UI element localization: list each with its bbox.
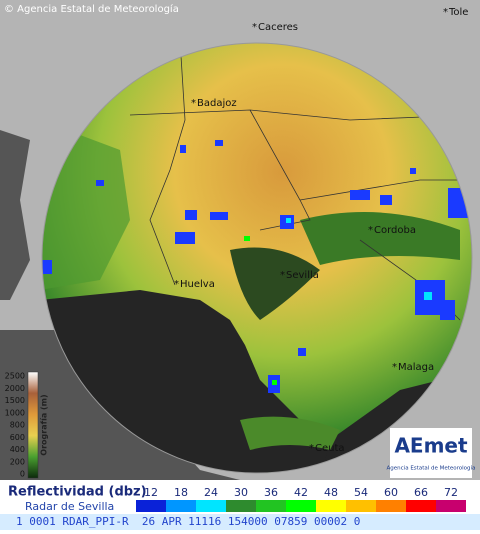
legend-swatch xyxy=(436,500,466,512)
city-marker: * xyxy=(368,225,373,236)
orography-tick: 200 xyxy=(10,457,25,466)
legend-label: 30 xyxy=(234,486,248,499)
logo-name: AEmet xyxy=(394,434,468,458)
city-label: Huelva xyxy=(180,279,215,290)
sea-outside xyxy=(0,130,240,480)
status-bar xyxy=(0,514,480,530)
city-marker: * xyxy=(309,443,314,454)
legend-swatch xyxy=(346,500,376,512)
legend-swatch xyxy=(256,500,286,512)
legend-subtitle: Radar de Sevilla xyxy=(25,500,114,513)
radar-disc xyxy=(42,43,472,473)
city-label: Caceres xyxy=(258,22,298,33)
city-label: Badajoz xyxy=(197,98,237,109)
legend-swatch xyxy=(286,500,316,512)
city-label: Tole xyxy=(448,7,468,18)
city-marker: * xyxy=(443,7,448,18)
city-marker: * xyxy=(280,270,285,281)
legend-swatch xyxy=(376,500,406,512)
legend-label: 66 xyxy=(414,486,428,499)
city-marker: * xyxy=(252,22,257,33)
orography-tick: 2000 xyxy=(5,384,25,393)
legend-swatch xyxy=(226,500,256,512)
legend-label: 48 xyxy=(324,486,338,499)
orography-tick: 1500 xyxy=(5,396,25,405)
city-label: Malaga xyxy=(398,362,434,373)
legend-swatch xyxy=(166,500,196,512)
city-label: Cordoba xyxy=(374,225,416,236)
legend-swatch xyxy=(136,500,166,512)
legend-label: 42 xyxy=(294,486,308,499)
orography-tick: 0 xyxy=(20,470,25,479)
legend-label: 18 xyxy=(174,486,188,499)
city-marker: * xyxy=(392,362,397,373)
city-label: Ceuta xyxy=(315,443,345,454)
orography-tick: 2500 xyxy=(5,372,25,381)
cities: * Caceres* Tole* Badajoz* Cordoba* Sevilla* Hu… xyxy=(174,7,468,454)
legend-label: 12 xyxy=(144,486,158,499)
orography-tick: 600 xyxy=(10,433,25,442)
credit: © Agencia Estatal de Meteorología xyxy=(4,3,179,15)
status-text: 1 0001 RDAR_PPI-R 26 APR 11116 154000 07… xyxy=(16,515,360,528)
legend-label: 72 xyxy=(444,486,458,499)
city-label: Sevilla xyxy=(286,270,319,281)
legend-swatch xyxy=(406,500,436,512)
orography-scale xyxy=(27,371,39,479)
legend-label: 60 xyxy=(384,486,398,499)
city-marker: * xyxy=(191,98,196,109)
legend-label: 36 xyxy=(264,486,278,499)
city-marker: * xyxy=(174,279,179,290)
legend-swatch xyxy=(316,500,346,512)
legend-title: Reflectividad (dbz) xyxy=(8,485,147,500)
legend-label: 54 xyxy=(354,486,368,499)
legend-label: 24 xyxy=(204,486,218,499)
logo-text: Agencia Estatal de Meteorología xyxy=(387,465,476,472)
orography-tick: 1000 xyxy=(5,408,25,417)
logo-box xyxy=(390,428,472,478)
legend-swatch xyxy=(196,500,226,512)
orography-tick: 400 xyxy=(10,445,25,454)
legend-items: 12 18 24 30 36 42 48 54 60 66 72 xyxy=(136,486,466,512)
orography-tick: 800 xyxy=(10,421,25,430)
orography-title: Orografía (m) xyxy=(40,394,49,455)
